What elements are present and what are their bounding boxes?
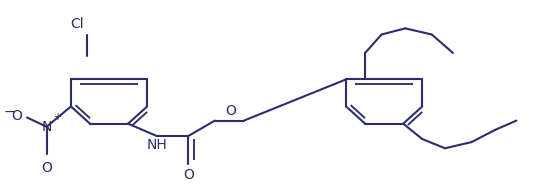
Text: NH: NH [146, 138, 167, 152]
Text: O: O [41, 161, 52, 175]
Text: −: − [3, 104, 15, 118]
Text: Cl: Cl [70, 17, 84, 31]
Text: +: + [53, 113, 61, 122]
Text: O: O [11, 109, 22, 123]
Text: O: O [183, 168, 194, 182]
Text: O: O [225, 103, 236, 118]
Text: N: N [42, 120, 52, 134]
